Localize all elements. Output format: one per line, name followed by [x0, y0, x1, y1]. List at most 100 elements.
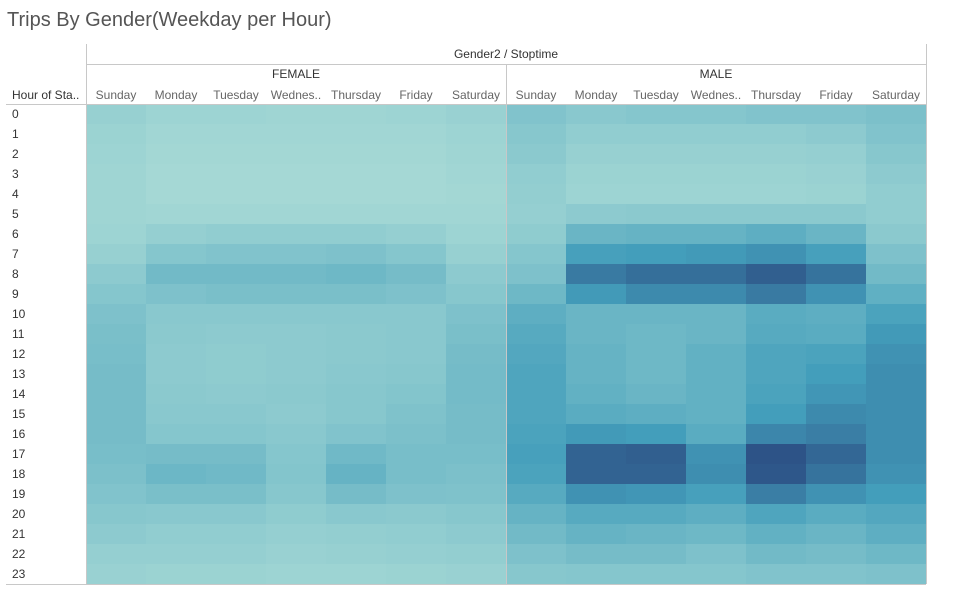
heat-cell-female-wednes-h16[interactable]	[266, 424, 326, 444]
heat-cell-male-sunday-h22[interactable]	[506, 544, 566, 564]
heat-cell-female-tuesday-h21[interactable]	[206, 524, 266, 544]
heat-cell-female-tuesday-h9[interactable]	[206, 284, 266, 304]
heat-cell-male-monday-h8[interactable]	[566, 264, 626, 284]
heat-cell-male-wednes-h1[interactable]	[686, 124, 746, 144]
heat-cell-male-thursday-h12[interactable]	[746, 344, 806, 364]
heat-cell-male-wednes-h10[interactable]	[686, 304, 746, 324]
heat-cell-female-monday-h17[interactable]	[146, 444, 206, 464]
heat-cell-male-tuesday-h21[interactable]	[626, 524, 686, 544]
heat-cell-male-sunday-h15[interactable]	[506, 404, 566, 424]
heat-cell-male-tuesday-h19[interactable]	[626, 484, 686, 504]
heat-cell-male-wednes-h13[interactable]	[686, 364, 746, 384]
heat-cell-female-wednes-h21[interactable]	[266, 524, 326, 544]
heat-cell-male-friday-h22[interactable]	[806, 544, 866, 564]
heat-cell-male-sunday-h12[interactable]	[506, 344, 566, 364]
heat-cell-male-wednes-h7[interactable]	[686, 244, 746, 264]
heat-cell-male-friday-h14[interactable]	[806, 384, 866, 404]
heat-cell-female-sunday-h16[interactable]	[86, 424, 146, 444]
heat-cell-male-wednes-h18[interactable]	[686, 464, 746, 484]
heat-cell-male-wednes-h12[interactable]	[686, 344, 746, 364]
heat-cell-female-wednes-h0[interactable]	[266, 104, 326, 124]
heat-cell-female-monday-h7[interactable]	[146, 244, 206, 264]
heat-cell-male-monday-h23[interactable]	[566, 564, 626, 584]
heat-cell-male-tuesday-h10[interactable]	[626, 304, 686, 324]
heat-cell-male-friday-h16[interactable]	[806, 424, 866, 444]
heat-cell-male-sunday-h7[interactable]	[506, 244, 566, 264]
heat-cell-male-sunday-h21[interactable]	[506, 524, 566, 544]
heat-cell-female-thursday-h19[interactable]	[326, 484, 386, 504]
heat-cell-female-tuesday-h5[interactable]	[206, 204, 266, 224]
heat-cell-female-sunday-h3[interactable]	[86, 164, 146, 184]
heat-cell-female-wednes-h14[interactable]	[266, 384, 326, 404]
heat-cell-female-monday-h6[interactable]	[146, 224, 206, 244]
heat-cell-male-sunday-h20[interactable]	[506, 504, 566, 524]
heat-cell-male-monday-h1[interactable]	[566, 124, 626, 144]
heat-cell-female-wednes-h3[interactable]	[266, 164, 326, 184]
heat-cell-male-tuesday-h16[interactable]	[626, 424, 686, 444]
heat-cell-female-sunday-h10[interactable]	[86, 304, 146, 324]
heat-cell-female-friday-h5[interactable]	[386, 204, 446, 224]
heat-cell-female-wednes-h20[interactable]	[266, 504, 326, 524]
heat-cell-male-wednes-h5[interactable]	[686, 204, 746, 224]
heat-cell-male-saturday-h2[interactable]	[866, 144, 926, 164]
heat-cell-male-tuesday-h20[interactable]	[626, 504, 686, 524]
heat-cell-female-saturday-h23[interactable]	[446, 564, 506, 584]
heat-cell-male-saturday-h13[interactable]	[866, 364, 926, 384]
heat-cell-female-monday-h3[interactable]	[146, 164, 206, 184]
heat-cell-female-tuesday-h8[interactable]	[206, 264, 266, 284]
heat-cell-male-saturday-h16[interactable]	[866, 424, 926, 444]
heat-cell-male-thursday-h19[interactable]	[746, 484, 806, 504]
heat-cell-male-wednes-h4[interactable]	[686, 184, 746, 204]
heat-cell-female-thursday-h16[interactable]	[326, 424, 386, 444]
heat-cell-female-wednes-h10[interactable]	[266, 304, 326, 324]
heat-cell-female-thursday-h9[interactable]	[326, 284, 386, 304]
heat-cell-male-tuesday-h8[interactable]	[626, 264, 686, 284]
heat-cell-female-saturday-h18[interactable]	[446, 464, 506, 484]
heat-cell-male-monday-h12[interactable]	[566, 344, 626, 364]
heat-cell-female-monday-h21[interactable]	[146, 524, 206, 544]
heat-cell-male-friday-h2[interactable]	[806, 144, 866, 164]
heat-cell-female-sunday-h11[interactable]	[86, 324, 146, 344]
heat-cell-male-monday-h15[interactable]	[566, 404, 626, 424]
heat-cell-female-friday-h15[interactable]	[386, 404, 446, 424]
heat-cell-female-saturday-h17[interactable]	[446, 444, 506, 464]
heat-cell-male-tuesday-h18[interactable]	[626, 464, 686, 484]
heat-cell-male-tuesday-h12[interactable]	[626, 344, 686, 364]
heat-cell-female-sunday-h14[interactable]	[86, 384, 146, 404]
heat-cell-male-thursday-h8[interactable]	[746, 264, 806, 284]
heat-cell-male-saturday-h17[interactable]	[866, 444, 926, 464]
heat-cell-female-wednes-h9[interactable]	[266, 284, 326, 304]
heat-cell-male-sunday-h18[interactable]	[506, 464, 566, 484]
heat-cell-male-wednes-h16[interactable]	[686, 424, 746, 444]
heat-cell-female-saturday-h19[interactable]	[446, 484, 506, 504]
heat-cell-female-monday-h14[interactable]	[146, 384, 206, 404]
heat-cell-female-tuesday-h17[interactable]	[206, 444, 266, 464]
heat-cell-female-saturday-h15[interactable]	[446, 404, 506, 424]
heat-cell-male-tuesday-h0[interactable]	[626, 104, 686, 124]
heat-cell-female-friday-h0[interactable]	[386, 104, 446, 124]
heat-cell-female-tuesday-h2[interactable]	[206, 144, 266, 164]
heat-cell-male-thursday-h22[interactable]	[746, 544, 806, 564]
heat-cell-female-saturday-h3[interactable]	[446, 164, 506, 184]
heat-cell-female-wednes-h5[interactable]	[266, 204, 326, 224]
heat-cell-female-thursday-h20[interactable]	[326, 504, 386, 524]
heat-cell-male-friday-h5[interactable]	[806, 204, 866, 224]
heat-cell-male-thursday-h17[interactable]	[746, 444, 806, 464]
heat-cell-male-friday-h20[interactable]	[806, 504, 866, 524]
heat-cell-male-thursday-h15[interactable]	[746, 404, 806, 424]
heat-cell-male-monday-h4[interactable]	[566, 184, 626, 204]
heat-cell-male-sunday-h5[interactable]	[506, 204, 566, 224]
heat-cell-male-wednes-h6[interactable]	[686, 224, 746, 244]
heat-cell-female-tuesday-h0[interactable]	[206, 104, 266, 124]
heat-cell-female-wednes-h19[interactable]	[266, 484, 326, 504]
heat-cell-male-tuesday-h1[interactable]	[626, 124, 686, 144]
heat-cell-male-saturday-h14[interactable]	[866, 384, 926, 404]
heat-cell-male-monday-h18[interactable]	[566, 464, 626, 484]
heat-cell-female-monday-h0[interactable]	[146, 104, 206, 124]
heat-cell-female-sunday-h19[interactable]	[86, 484, 146, 504]
heat-cell-male-wednes-h2[interactable]	[686, 144, 746, 164]
heat-cell-female-tuesday-h1[interactable]	[206, 124, 266, 144]
heat-cell-male-monday-h13[interactable]	[566, 364, 626, 384]
heat-cell-female-tuesday-h4[interactable]	[206, 184, 266, 204]
heat-cell-male-saturday-h20[interactable]	[866, 504, 926, 524]
